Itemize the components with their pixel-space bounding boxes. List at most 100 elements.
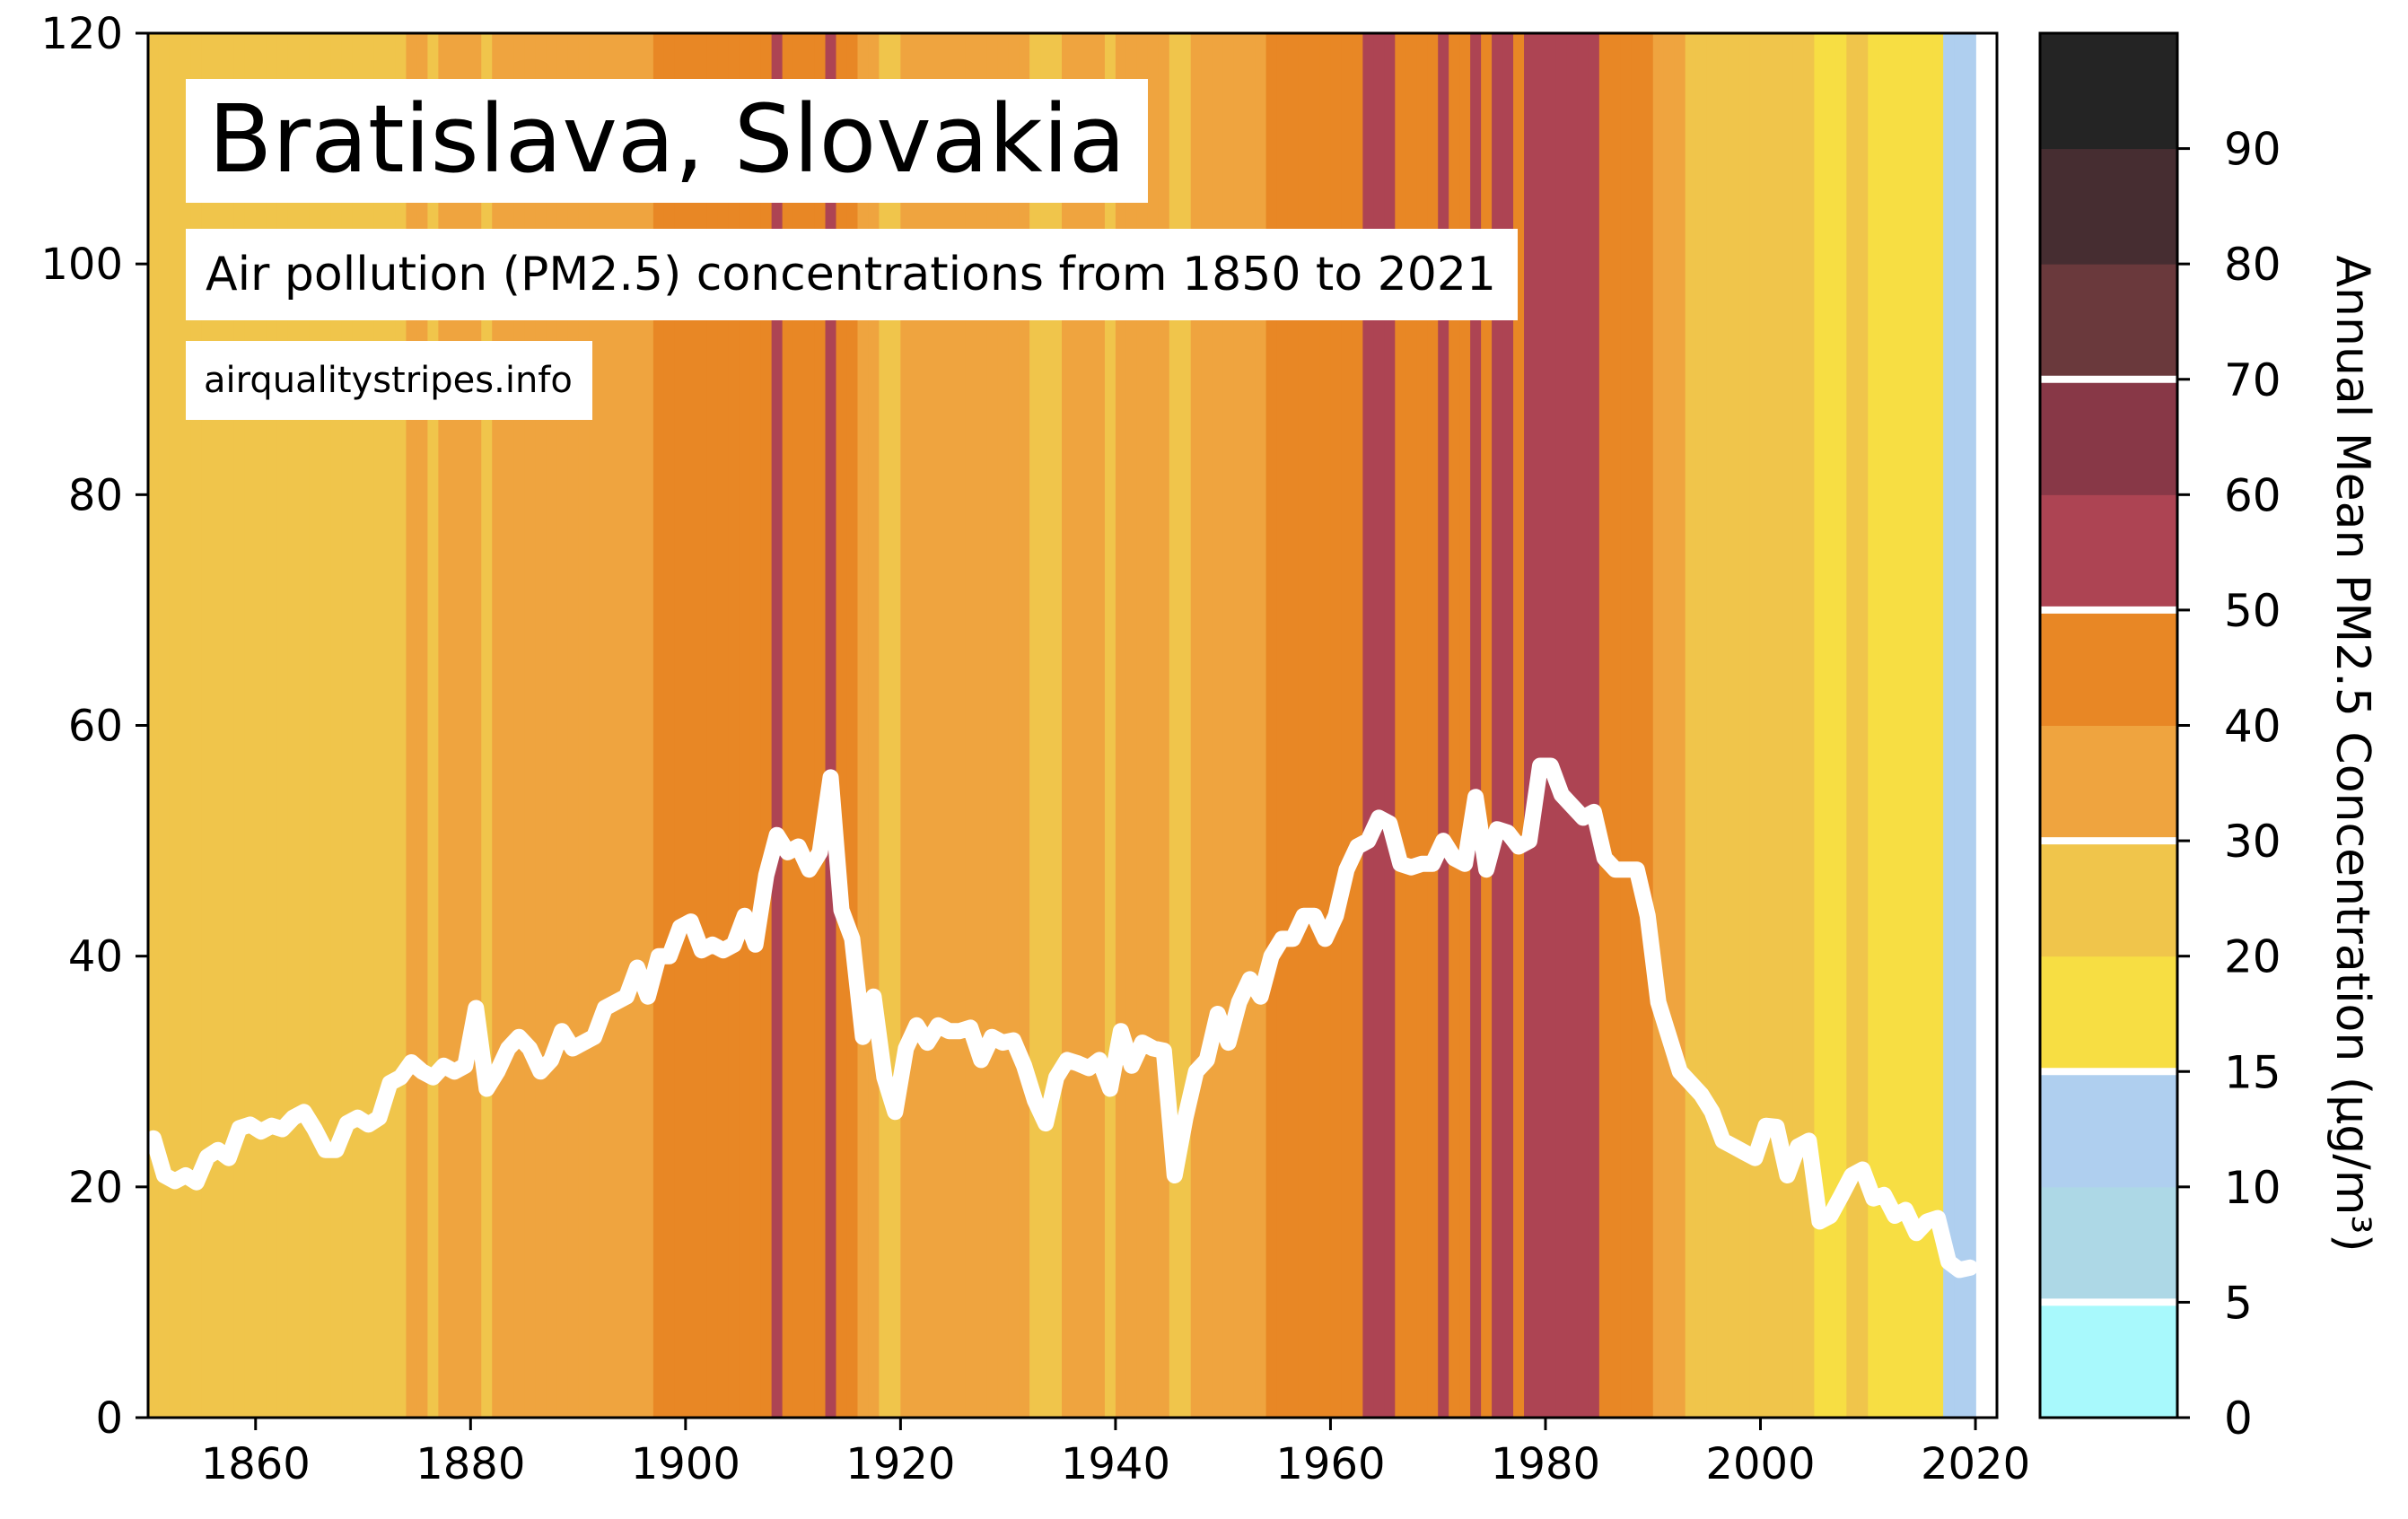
colorbar-swatch-30 (2040, 725, 2177, 842)
stripe-1910 (792, 33, 805, 1418)
source-label: airqualitystripes.info (186, 341, 592, 420)
stripe-1909 (782, 33, 794, 1418)
stripe-2001 (1771, 33, 1783, 1418)
stripe-1896 (642, 33, 654, 1418)
stripe-1976 (1502, 33, 1514, 1418)
stripe-1893 (610, 33, 622, 1418)
y-tick-label-80: 80 (68, 470, 123, 520)
stripe-1912 (814, 33, 827, 1418)
x-tick-label-1940: 1940 (1061, 1439, 1170, 1489)
stripe-1997 (1728, 33, 1740, 1418)
stripe-2010 (1868, 33, 1880, 1418)
pm25-series-line (145, 757, 1979, 1279)
colorbar-swatch-40 (2040, 609, 2177, 726)
stripe-1901 (696, 33, 708, 1418)
stripe-1992 (1674, 33, 1686, 1418)
stripe-1953 (1255, 33, 1267, 1418)
stripe-2016 (1932, 33, 1944, 1418)
stripe-2012 (1889, 33, 1902, 1418)
y-tick-label-60: 60 (68, 702, 123, 752)
stripe-1963 (1362, 33, 1375, 1418)
stripe-2008 (1846, 33, 1859, 1418)
stripe-1990 (1652, 33, 1665, 1418)
stripe-1960 (1330, 33, 1343, 1418)
stripe-1913 (825, 33, 837, 1418)
stripe-1923 (933, 33, 945, 1418)
colorbar-swatch-20 (2040, 841, 2177, 957)
stripe-1926 (965, 33, 977, 1418)
stripe-1958 (1309, 33, 1321, 1418)
stripe-1942 (1136, 33, 1149, 1418)
stripe-1998 (1738, 33, 1751, 1418)
stripe-1903 (717, 33, 730, 1418)
stripe-1982 (1566, 33, 1579, 1418)
stripe-1929 (997, 33, 1009, 1418)
x-tick-label-1880: 1880 (416, 1439, 525, 1489)
colorbar-tick-label-10: 10 (2224, 1162, 2281, 1214)
colorbar-swatch-10 (2040, 1071, 2177, 1188)
stripe-2004 (1803, 33, 1816, 1418)
stripe-1902 (706, 33, 719, 1418)
x-tick-label-1980: 1980 (1491, 1439, 1600, 1489)
colorbar-tick-label-0: 0 (2224, 1392, 2253, 1445)
stripe-1973 (1470, 33, 1482, 1418)
stripe-1975 (1492, 33, 1503, 1418)
x-tick-label-1860: 1860 (201, 1439, 311, 1489)
stripe-2003 (1792, 33, 1805, 1418)
stripe-1924 (943, 33, 956, 1418)
stripe-1994 (1695, 33, 1708, 1418)
chart-subtitle: Air pollution (PM2.5) concentrations fro… (186, 229, 1518, 320)
colorbar: 0 5 10 15 20 30 40 50 60 70 80 90 (2038, 31, 2281, 1445)
colorbar-tick-label-50: 50 (2224, 585, 2281, 637)
stripe-1969 (1427, 33, 1440, 1418)
stripe-1930 (1008, 33, 1020, 1418)
stripe-1983 (1577, 33, 1589, 1418)
stripe-1897 (652, 33, 665, 1418)
stripe-2002 (1782, 33, 1794, 1418)
stripe-1907 (760, 33, 773, 1418)
x-tick-label-2000: 2000 (1705, 1439, 1815, 1489)
colorbar-swatch-15 (2040, 956, 2177, 1072)
stripe-2011 (1878, 33, 1891, 1418)
stripe-1921 (911, 33, 924, 1418)
x-tick-label-2020: 2020 (1921, 1439, 2030, 1489)
stripe-2013 (1900, 33, 1912, 1418)
stripe-1972 (1459, 33, 1471, 1418)
colorbar-swatch-60 (2040, 379, 2177, 495)
stripe-1949 (1212, 33, 1224, 1418)
colorbar-tick-label-70: 70 (2224, 354, 2281, 406)
stripe-1987 (1620, 33, 1633, 1418)
colorbar-tick-label-5: 5 (2224, 1277, 2253, 1329)
colorbar-label: Annual Mean PM2.5 Concentration (μg/m³) (2325, 255, 2379, 1252)
y-tick-label-40: 40 (68, 932, 123, 982)
x-tick-label-1920: 1920 (845, 1439, 955, 1489)
stripe-1915 (846, 33, 859, 1418)
x-axis: 1860 1880 1900 1920 1940 1960 1980 2000 2020 (201, 1418, 2030, 1489)
stripe-1899 (674, 33, 687, 1418)
stripe-1895 (631, 33, 644, 1418)
stripe-1928 (986, 33, 998, 1418)
stripe-1904 (728, 33, 740, 1418)
colorbar-swatch-5 (2040, 1186, 2177, 1303)
stripe-2015 (1922, 33, 1933, 1418)
stripe-1974 (1481, 33, 1493, 1418)
stripe-1989 (1642, 33, 1654, 1418)
colorbar-swatch-70 (2040, 264, 2177, 380)
stripe-1950 (1222, 33, 1235, 1418)
stripe-1922 (922, 33, 934, 1418)
stripe-1898 (663, 33, 676, 1418)
stripe-1968 (1416, 33, 1429, 1418)
colorbar-swatch-50 (2040, 494, 2177, 611)
stripe-1916 (857, 33, 870, 1418)
stripe-1970 (1438, 33, 1449, 1418)
stripe-1900 (685, 33, 697, 1418)
stripe-1852 (169, 33, 181, 1418)
stripe-2019 (1965, 33, 1976, 1418)
colorbar-tick-label-80: 80 (2224, 239, 2281, 291)
stripe-1959 (1319, 33, 1332, 1418)
stripe-1993 (1685, 33, 1697, 1418)
colorbar-tick-label-30: 30 (2224, 816, 2281, 868)
y-tick-label-0: 0 (95, 1393, 123, 1444)
stripe-1965 (1384, 33, 1397, 1418)
